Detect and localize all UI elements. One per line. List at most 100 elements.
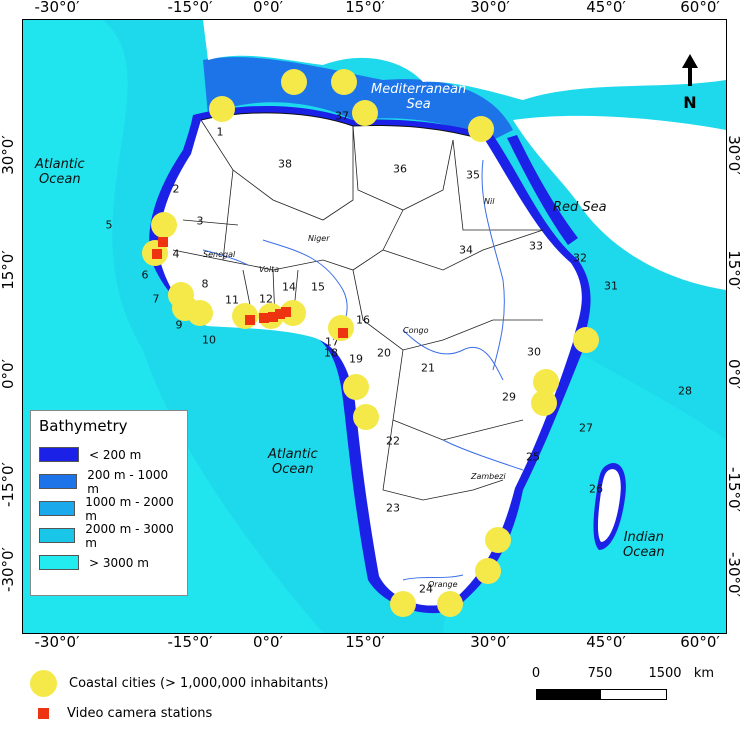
legend-label: 200 m - 1000 m: [87, 467, 169, 496]
video-camera-marker: [268, 312, 278, 322]
country-number: 8: [201, 277, 209, 291]
map-frame: Atlantic Ocean Atlantic Ocean Mediterranea…: [22, 19, 727, 634]
country-number: 5: [105, 218, 113, 232]
symbol-legend: Coastal cities (> 1,000,000 inhabitants)…: [30, 668, 329, 728]
coastal-city-marker: [187, 300, 213, 326]
coastal-city-marker: [151, 212, 177, 238]
legend-row-0: < 200 m: [39, 441, 179, 468]
legend-cities-label: Coastal cities (> 1,000,000 inhabitants): [69, 675, 329, 691]
city-symbol-icon: [30, 669, 57, 697]
red-sea-label: Red Sea: [553, 200, 607, 215]
north-label: N: [683, 93, 696, 110]
coastal-city-marker: [437, 591, 463, 617]
coastal-city-marker: [533, 369, 559, 395]
country-number: 37: [335, 109, 349, 123]
lat-tick-left-2: 0°0′: [0, 359, 17, 389]
camera-symbol-icon: [38, 707, 49, 719]
country-number: 1: [216, 125, 224, 139]
country-number: 31: [604, 279, 618, 293]
lon-tick-bottom-4: 30°0′: [470, 633, 510, 651]
country-number: 29: [502, 390, 516, 404]
country-number: 32: [573, 251, 587, 265]
country-number: 24: [419, 582, 433, 596]
scale-segment-black: [536, 689, 600, 700]
country-number: 23: [386, 501, 400, 515]
scale-label-km: km: [693, 666, 715, 681]
scale-label-1500: 1500: [648, 666, 682, 681]
legend-swatch: [39, 555, 79, 570]
coastal-city-marker: [353, 404, 379, 430]
lon-tick-bottom-2: 0°0′: [253, 633, 283, 651]
lat-tick-right-1: 15°0′: [725, 250, 743, 290]
video-camera-marker: [275, 309, 285, 319]
country-number: 6: [141, 268, 149, 282]
country-number: 36: [393, 162, 407, 176]
country-number: 4: [172, 247, 180, 261]
country-number: 12: [259, 292, 273, 306]
country-number: 15: [311, 280, 325, 294]
river-label-nil: Nil: [484, 197, 495, 206]
legend-row-4: > 3000 m: [39, 549, 179, 576]
country-number: 11: [225, 293, 239, 307]
country-number: 20: [377, 346, 391, 360]
country-number: 2: [172, 182, 180, 196]
river-label-zambezi: Zambezi: [471, 472, 506, 481]
legend-label: 2000 m - 3000 m: [85, 521, 174, 550]
lon-tick-top-1: -15°0′: [167, 0, 213, 16]
arabia-land: [513, 115, 726, 290]
coastal-city-marker: [352, 100, 378, 126]
lon-tick-top-5: 45°0′: [586, 0, 626, 16]
country-number: 19: [349, 352, 363, 366]
video-camera-marker: [259, 313, 269, 323]
north-coastline: [200, 112, 486, 141]
video-camera-marker: [338, 328, 348, 338]
legend-row-cities: Coastal cities (> 1,000,000 inhabitants): [30, 668, 329, 698]
coastal-city-marker: [281, 69, 307, 95]
legend-swatch: [39, 501, 76, 516]
lat-tick-right-2: 0°0′: [725, 359, 743, 389]
lat-tick-left-0: 30°0′: [0, 135, 17, 175]
mediterranean-sea-label: Mediterranean Sea: [371, 82, 467, 112]
lon-tick-bottom-3: 15°0′: [345, 633, 385, 651]
africa-land: [159, 112, 582, 606]
video-camera-marker: [158, 237, 168, 247]
country-number: 26: [589, 482, 603, 496]
legend-swatch: [39, 474, 78, 489]
legend-cameras-label: Video camera stations: [67, 705, 213, 721]
mediterranean-water: [203, 57, 513, 140]
legend-label: > 3000 m: [89, 555, 149, 570]
coastal-city-marker: [468, 116, 494, 142]
legend-row-cameras: Video camera stations: [30, 698, 329, 728]
country-number: 28: [678, 384, 692, 398]
lon-tick-bottom-6: 60°0′: [680, 633, 720, 651]
legend-rows: < 200 m 200 m - 1000 m 1000 m - 2000 m 2000…: [39, 441, 179, 576]
coastal-city-marker: [280, 300, 306, 326]
country-number: 33: [529, 239, 543, 253]
legend-row-3: 2000 m - 3000 m: [39, 521, 179, 550]
bathymetry-legend: Bathymetry < 200 m 200 m - 1000 m 1000 m -…: [30, 410, 188, 596]
legend-title: Bathymetry: [39, 417, 128, 435]
madagascar-land: [597, 469, 621, 542]
lon-tick-bottom-5: 45°0′: [586, 633, 626, 651]
country-number: 16: [356, 313, 370, 327]
country-number: 3: [196, 214, 204, 228]
legend-row-1: 200 m - 1000 m: [39, 467, 179, 496]
symbol-layer: [142, 69, 599, 617]
country-number: 7: [152, 292, 160, 306]
lat-tick-left-3: -15°0′: [0, 462, 17, 507]
country-number: 9: [175, 318, 183, 332]
indian-ocean-label: Indian Ocean: [623, 530, 665, 560]
video-camera-marker: [152, 249, 162, 259]
country-number: 34: [459, 243, 473, 257]
river-label-senegal: Senegal: [203, 250, 236, 259]
country-number: 22: [386, 434, 400, 448]
legend-row-2: 1000 m - 2000 m: [39, 495, 179, 523]
lon-tick-top-4: 30°0′: [470, 0, 510, 16]
country-number: 25: [526, 450, 540, 464]
country-number: 38: [278, 157, 292, 171]
lon-tick-top-0: -30°0′: [34, 0, 80, 16]
river-network: [202, 159, 524, 581]
country-number: 21: [421, 361, 435, 375]
coastal-city-marker: [209, 96, 235, 122]
lat-tick-right-0: 30°0′: [725, 135, 743, 175]
